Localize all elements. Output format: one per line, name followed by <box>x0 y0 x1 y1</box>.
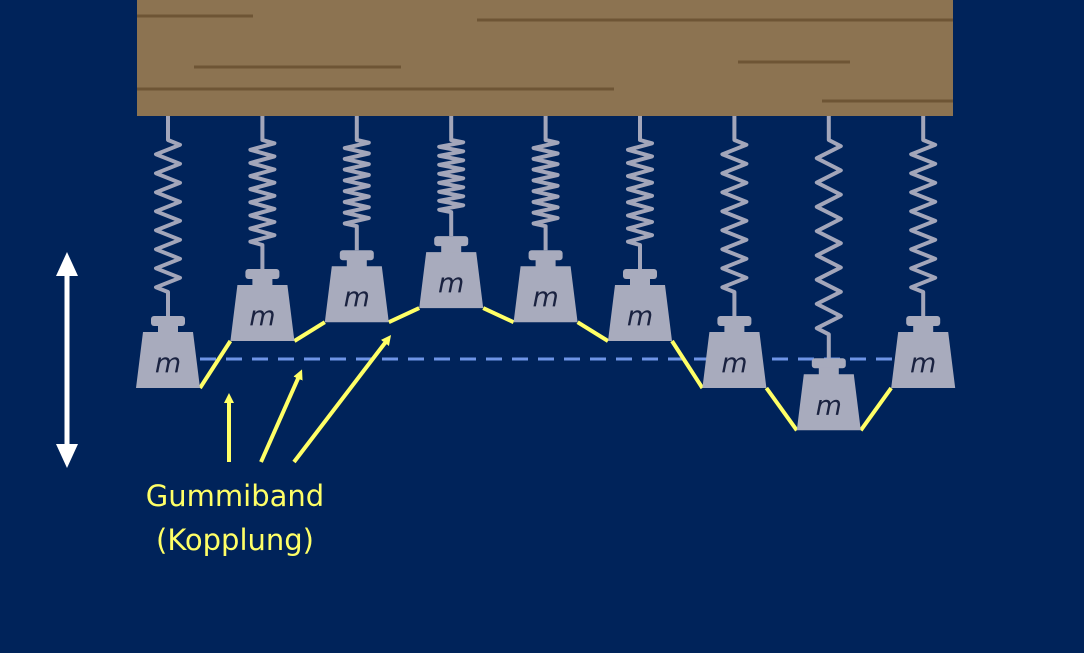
wooden-beam <box>137 0 953 116</box>
mass-label: m <box>155 348 181 379</box>
annotation-label-line2: (Kopplung) <box>156 523 314 557</box>
coupling-band-5 <box>576 320 610 343</box>
mass-3: m <box>324 250 389 323</box>
spring-4 <box>437 116 466 237</box>
mass-label: m <box>816 390 842 421</box>
annotation-arrows <box>224 335 392 464</box>
spring-3 <box>342 116 371 251</box>
mass-label: m <box>721 348 747 379</box>
annotation-arrow-3 <box>292 335 392 464</box>
mass-label: m <box>532 282 558 313</box>
spring-5 <box>531 116 560 251</box>
coupling-band-4 <box>482 306 515 325</box>
coupling-band-3 <box>387 306 421 325</box>
spring-6 <box>626 116 654 269</box>
mass-label: m <box>438 268 464 299</box>
coupling-band-8 <box>859 386 893 432</box>
rubber-band-couplings <box>198 306 893 432</box>
mass-label: m <box>249 301 275 332</box>
coupling-band-2 <box>293 320 326 343</box>
mass-2: m <box>230 269 295 341</box>
annotation-label-line1: Gummiband <box>145 479 325 513</box>
mass-1: m <box>136 316 200 388</box>
mass-label: m <box>344 282 370 313</box>
mass-9: m <box>891 316 956 388</box>
annotation-arrow-2 <box>259 369 303 463</box>
spring-7 <box>720 116 749 316</box>
coupling-band-7 <box>764 386 799 432</box>
mass-7: m <box>702 316 767 388</box>
masses: m m m m m m m m m <box>136 236 956 431</box>
coupling-band-1 <box>198 339 233 390</box>
spring-1 <box>154 116 182 316</box>
coupling-band-6 <box>670 339 705 390</box>
mass-6: m <box>608 269 672 341</box>
mass-8: m <box>796 358 861 431</box>
double-arrow-vertical-icon <box>56 252 78 468</box>
mass-5: m <box>513 250 578 323</box>
mass-label: m <box>627 301 653 332</box>
spring-8 <box>814 116 843 359</box>
spring-9 <box>909 116 938 316</box>
spring-2 <box>248 116 277 269</box>
mass-label: m <box>910 348 936 379</box>
mass-4: m <box>419 236 484 309</box>
springs <box>154 116 938 359</box>
